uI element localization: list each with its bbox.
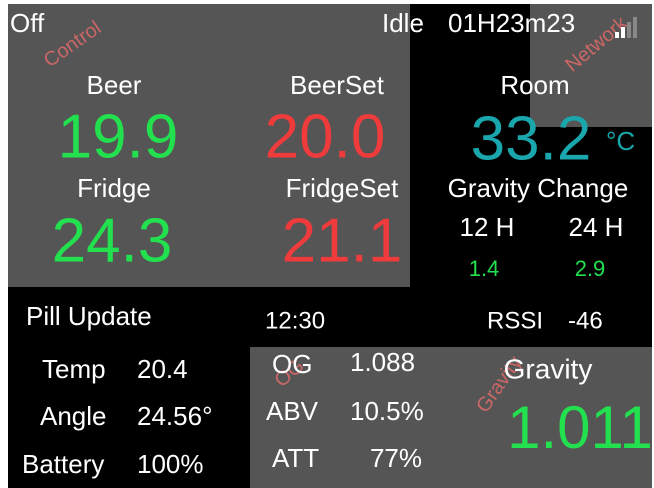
network-panel xyxy=(530,4,652,127)
value: 1.088 xyxy=(350,347,415,377)
value: 24.56° xyxy=(137,401,212,431)
signal-bar xyxy=(621,27,625,38)
value: 2.9 xyxy=(575,256,606,281)
label: ABV xyxy=(266,396,319,426)
value: 21.1 xyxy=(282,206,403,275)
mode: Off xyxy=(10,8,45,38)
signal-bar xyxy=(633,17,637,38)
value: 1.011 xyxy=(507,394,653,461)
label: Beer xyxy=(87,70,142,100)
label: ATT xyxy=(272,443,319,473)
value: 24.3 xyxy=(52,206,173,275)
label: Gravity Change xyxy=(448,173,629,203)
label: Pill Update xyxy=(26,301,152,331)
label: Angle xyxy=(40,401,107,431)
value: 20.4 xyxy=(137,354,188,384)
value: 77% xyxy=(370,443,422,473)
value: 20.0 xyxy=(265,102,386,171)
signal-icon xyxy=(615,17,637,38)
label: OG xyxy=(272,349,312,379)
value: 33.2 xyxy=(471,104,592,173)
state: Idle xyxy=(382,8,424,38)
label: RSSI xyxy=(487,307,543,334)
value: 1.4 xyxy=(469,256,500,281)
label: Temp xyxy=(42,354,106,384)
value: 100% xyxy=(137,449,204,479)
label: Gravity xyxy=(504,353,593,384)
label: 24 H xyxy=(569,212,624,242)
value: -46 xyxy=(568,307,603,334)
timer: 01H23m23 xyxy=(448,8,575,38)
label: 12 H xyxy=(460,212,515,242)
label: Room xyxy=(500,70,569,100)
gravity-panel xyxy=(250,347,652,488)
label: Battery xyxy=(22,449,104,479)
unit: °C xyxy=(606,126,635,156)
time: 12:30 xyxy=(265,307,325,334)
control-panel xyxy=(8,4,410,287)
label: Fridge xyxy=(77,173,151,203)
value: 10.5% xyxy=(350,396,424,426)
value: 19.9 xyxy=(58,102,179,171)
label: BeerSet xyxy=(290,70,385,100)
label: FridgeSet xyxy=(286,173,399,203)
signal-bar xyxy=(615,32,619,38)
signal-bar xyxy=(627,22,631,38)
